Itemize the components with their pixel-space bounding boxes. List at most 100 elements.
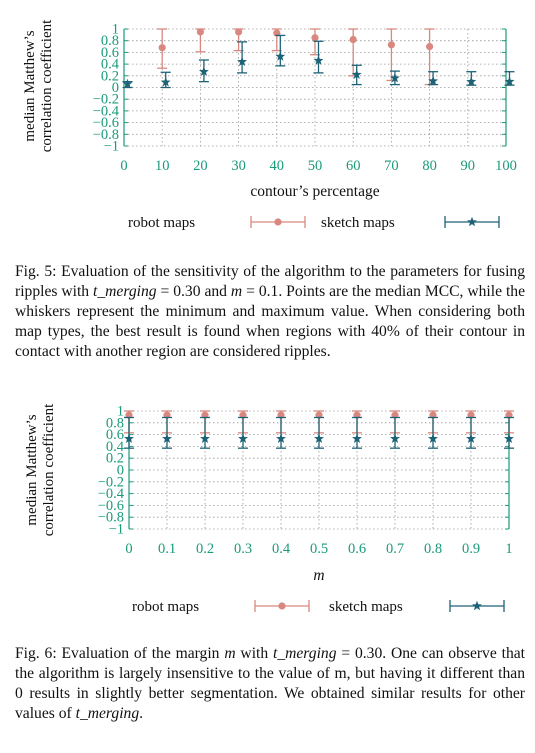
sketch-maps-point <box>352 416 362 449</box>
x-tick-label: 80 <box>422 158 437 174</box>
robot-maps-point <box>157 28 168 69</box>
legend-marker-star <box>472 600 482 611</box>
robot-maps-point <box>195 28 206 53</box>
y-tick-label: −0.8 <box>93 127 119 143</box>
y-tick-label: 0.4 <box>106 439 125 455</box>
sketch-maps-point <box>200 416 210 449</box>
x-tick-label: 30 <box>231 158 246 174</box>
sketch-maps-point <box>237 41 248 74</box>
median-marker-star <box>162 433 172 443</box>
sketch-maps-point <box>389 70 400 86</box>
x-tick-label: 20 <box>193 158 208 174</box>
x-tick-label: 100 <box>495 158 517 174</box>
y-tick-label: −0.6 <box>93 115 119 131</box>
x-tick-label: 90 <box>461 158 476 174</box>
legend-marker-circle <box>278 602 286 610</box>
median-marker-star <box>160 77 171 87</box>
caption-fig6: Fig. 6: Evaluation of the margin m with … <box>15 645 525 722</box>
x-tick-label: 10 <box>155 158 170 174</box>
sketch-maps-point <box>390 416 400 449</box>
median-marker-star <box>238 433 248 443</box>
median-marker-star <box>504 76 515 86</box>
y-tick-label: 1 <box>112 22 119 38</box>
median-marker-star <box>428 433 438 443</box>
median-marker-circle <box>235 28 243 36</box>
x-tick-label: 0.3 <box>234 541 252 557</box>
x-tick-label: 0.1 <box>158 541 176 557</box>
median-marker-circle <box>196 28 204 36</box>
sketch-maps-point <box>351 64 362 86</box>
sketch-maps-point <box>124 416 134 449</box>
y-tick-label: −0.6 <box>98 498 124 514</box>
y-tick-label: 0 <box>112 80 119 96</box>
x-tick-label: 50 <box>308 158 323 174</box>
y-axis-label: correlation coefficient <box>41 403 57 536</box>
y-axis-label: correlation coefficient <box>39 19 55 152</box>
y-tick-label: −1 <box>104 139 119 155</box>
y-tick-label: −1 <box>109 522 124 538</box>
x-axis-label: m <box>313 567 324 584</box>
y-tick-label: 0.8 <box>106 415 124 431</box>
median-marker-star <box>314 433 324 443</box>
legend-marker-circle <box>274 218 282 226</box>
median-marker-star <box>200 433 210 443</box>
y-tick-label: 0.6 <box>101 45 119 61</box>
sketch-maps-point <box>198 59 209 83</box>
median-marker-circle <box>387 41 395 49</box>
caption-label: Fig. 5: <box>15 263 57 280</box>
median-marker-star <box>276 433 286 443</box>
x-tick-label: 0.7 <box>386 541 404 557</box>
x-tick-label: 0.4 <box>272 541 291 557</box>
y-tick-label: −0.2 <box>93 92 119 108</box>
sketch-maps-point <box>275 34 286 67</box>
legend-swatch-sketch-maps <box>444 216 500 228</box>
median-marker-star <box>237 56 248 66</box>
median-marker-circle <box>349 35 357 44</box>
legend-label-robot-maps: robot maps <box>132 599 199 615</box>
y-tick-label: 0.8 <box>101 33 119 49</box>
median-marker-circle <box>311 34 319 42</box>
median-marker-circle <box>158 44 166 52</box>
sketch-maps-point <box>238 416 248 449</box>
y-tick-label: −0.4 <box>93 103 120 119</box>
legend-swatch-robot-maps <box>250 216 306 228</box>
chart-fig5: 10.80.60.40.20−0.2−0.4−0.6−0.8−10 10 20 30 4… <box>22 19 517 231</box>
median-marker-star <box>466 76 477 86</box>
legend-label-robot-maps: robot maps <box>128 215 195 231</box>
median-marker-star <box>122 78 133 89</box>
sketch-maps-point <box>276 416 286 449</box>
robot-maps-point <box>348 28 359 77</box>
caption-label: Fig. 6: <box>15 645 57 662</box>
y-tick-label: 0.2 <box>106 451 124 467</box>
median-marker-star <box>351 69 362 79</box>
y-tick-label: 0.6 <box>106 427 124 443</box>
x-tick-label: 40 <box>270 158 285 174</box>
legend-swatch-sketch-maps <box>449 600 505 612</box>
x-tick-label: 0 <box>120 158 127 174</box>
legend-marker-star <box>467 216 477 227</box>
caption-fig5: Fig. 5: Evaluation of the sensitivity of… <box>15 263 525 360</box>
x-tick-label: 0.2 <box>196 541 214 557</box>
legend-label-sketch-maps: sketch maps <box>321 215 395 231</box>
median-marker-circle <box>426 42 434 51</box>
y-tick-label: −0.2 <box>98 474 124 490</box>
sketch-maps-point <box>428 71 439 86</box>
y-axis-label: median Matthew’s <box>22 30 38 141</box>
y-tick-label: 1 <box>117 404 124 420</box>
sketch-maps-point <box>466 416 476 449</box>
legend-label-sketch-maps: sketch maps <box>329 599 403 615</box>
x-tick-label: 0.8 <box>424 541 442 557</box>
y-axis-label: median Matthew’s <box>24 414 40 525</box>
median-marker-star <box>275 51 286 61</box>
median-marker-star <box>466 433 476 443</box>
sketch-maps-point <box>160 71 171 89</box>
median-marker-star <box>352 433 362 443</box>
x-tick-label: 70 <box>384 158 399 174</box>
y-tick-label: −0.4 <box>98 486 125 502</box>
x-tick-label: 0 <box>125 541 132 557</box>
sketch-maps-point <box>313 40 324 74</box>
chart-fig6: 10.80.60.40.20−0.2−0.4−0.6−0.8−10 0.1 0.2 0… <box>24 403 514 615</box>
legend-swatch-robot-maps <box>254 600 310 612</box>
median-marker-star <box>389 72 400 83</box>
median-marker-star <box>428 75 439 86</box>
